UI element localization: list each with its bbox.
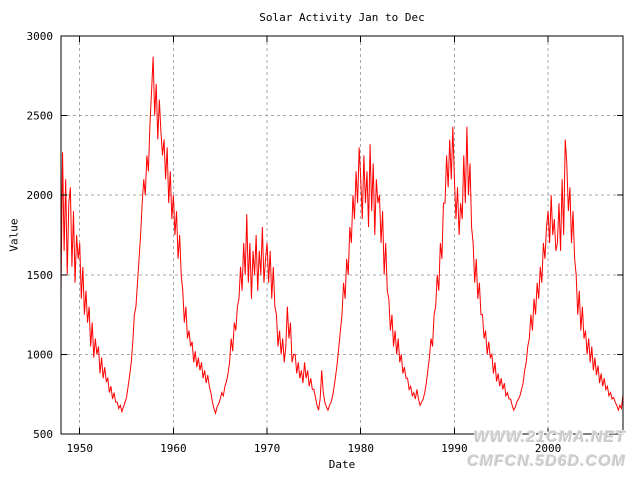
watermark-line-1: WWW.21CMA.NET (473, 429, 626, 446)
watermark-line-2: CMFCN.5D6D.COM (467, 453, 626, 470)
x-tick-label: 1960 (160, 442, 187, 455)
x-tick-label: 2000 (535, 442, 562, 455)
y-axis-label: Value (7, 218, 21, 252)
chart-title: Solar Activity Jan to Dec (259, 11, 425, 24)
y-tick-label: 3000 (27, 30, 54, 43)
x-axis-label: Date (328, 458, 356, 471)
y-tick-label: 1500 (27, 269, 54, 282)
x-tick-label: 1980 (347, 442, 374, 455)
y-tick-label: 2000 (27, 189, 54, 202)
x-tick-label: 1970 (254, 442, 281, 455)
y-tick-label: 1000 (27, 348, 54, 361)
x-tick-label: 1990 (441, 442, 468, 455)
plot-frame (60, 35, 624, 435)
y-tick-label: 500 (33, 428, 53, 441)
y-tick-label: 2500 (27, 110, 54, 123)
series-line (60, 56, 624, 416)
x-tick-label: 1950 (66, 442, 93, 455)
